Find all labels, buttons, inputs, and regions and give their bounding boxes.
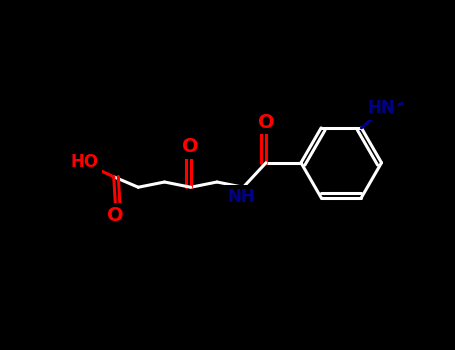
Text: O: O	[107, 206, 124, 225]
Text: O: O	[182, 137, 199, 156]
Text: HN: HN	[368, 99, 395, 117]
Text: NH: NH	[228, 188, 255, 206]
Text: O: O	[258, 113, 274, 132]
Text: HO: HO	[71, 153, 99, 171]
